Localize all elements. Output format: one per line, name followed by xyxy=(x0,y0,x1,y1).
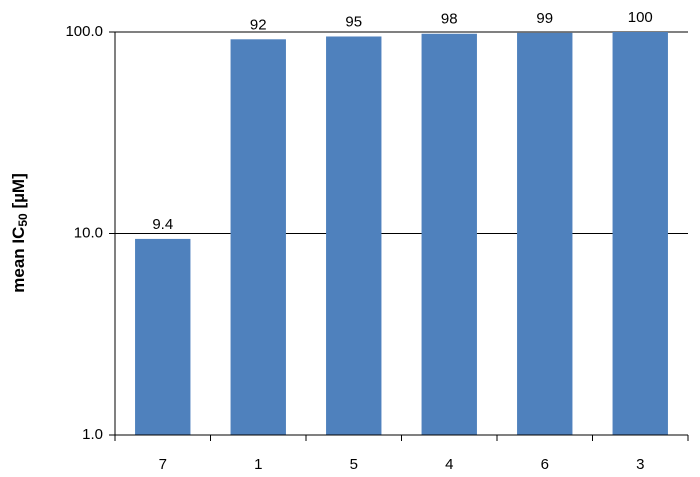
y-tick-label: 10.0 xyxy=(74,224,103,241)
value-label: 9.4 xyxy=(152,216,173,233)
value-label: 95 xyxy=(345,13,362,30)
bar xyxy=(517,32,573,435)
x-tick-label: 6 xyxy=(541,456,549,473)
bar xyxy=(135,238,191,435)
value-label: 99 xyxy=(536,10,553,27)
bar xyxy=(230,39,286,435)
y-label-text: mean IC xyxy=(9,227,28,293)
y-tick-label: 100.0 xyxy=(65,23,103,40)
bar xyxy=(421,33,477,435)
y-label-unit: [µM] xyxy=(9,173,28,213)
x-tick-label: 1 xyxy=(254,456,262,473)
x-tick-label: 5 xyxy=(350,456,358,473)
y-tick-label: 1.0 xyxy=(82,426,103,443)
value-label: 98 xyxy=(441,11,458,28)
bar xyxy=(326,36,382,435)
x-tick-label: 7 xyxy=(159,456,167,473)
value-label: 92 xyxy=(250,16,267,33)
value-label: 100 xyxy=(628,9,653,26)
y-label-subscript: 50 xyxy=(16,213,30,227)
x-tick-label: 3 xyxy=(636,456,644,473)
x-tick-label: 4 xyxy=(445,456,453,473)
y-axis-label: mean IC50 [µM] xyxy=(9,173,30,293)
bar xyxy=(612,32,668,435)
